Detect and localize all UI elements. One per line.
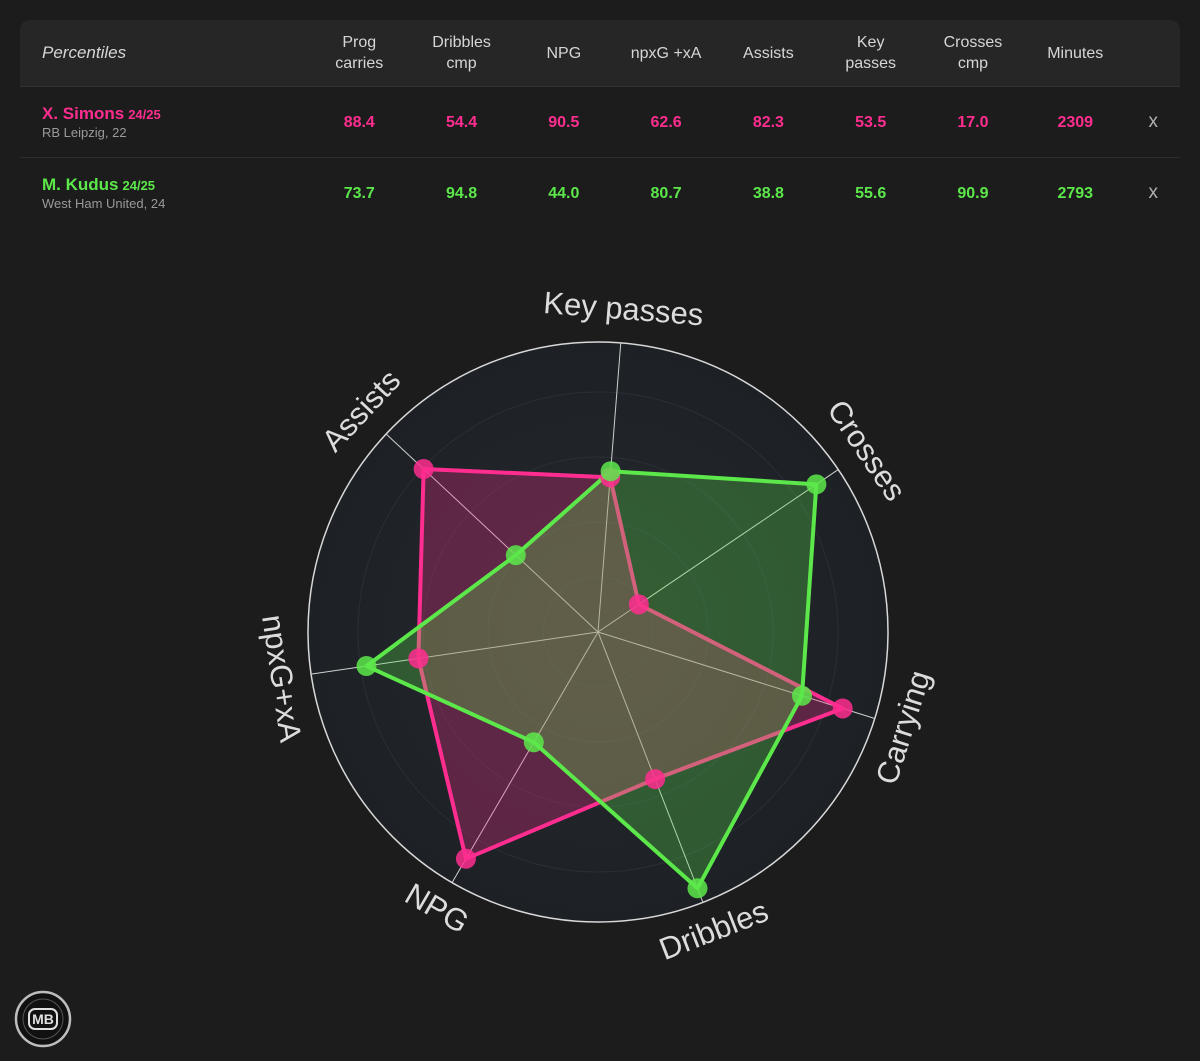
radar-point[interactable]: [505, 545, 526, 566]
radar-point[interactable]: [523, 732, 544, 753]
radar-spoke: [451, 631, 599, 883]
player-name[interactable]: X. Simons: [42, 104, 125, 123]
radar-ring: [357, 391, 839, 873]
radar-point[interactable]: [645, 769, 666, 790]
radar-ring: [422, 456, 774, 808]
radar-point[interactable]: [687, 878, 708, 899]
radar-point[interactable]: [413, 459, 434, 480]
col-header-line1: Dribbles: [432, 34, 491, 51]
stat-value: 94.8: [445, 184, 478, 202]
radar-point[interactable]: [600, 461, 621, 482]
radar-spoke: [597, 342, 622, 633]
stat-value: 90.5: [548, 113, 580, 131]
radar-axis-label: Key passes: [542, 285, 705, 332]
col-header[interactable]: Assists: [717, 43, 819, 64]
radar-series-area: [416, 467, 845, 861]
player-info: X. Simons 24/25 RB Leipzig, 22: [20, 104, 308, 140]
col-header-line1: npxG +xA: [630, 44, 702, 62]
remove-player-button[interactable]: x: [1148, 111, 1158, 132]
col-header-line2: cmp: [446, 55, 477, 72]
stat-value: 38.8: [752, 184, 784, 202]
stat-value: 80.7: [650, 184, 682, 202]
stat-value: 17.0: [957, 113, 989, 131]
radar-point[interactable]: [628, 594, 649, 615]
radar-point[interactable]: [791, 685, 812, 706]
stat-value: 54.4: [445, 113, 478, 131]
col-header-line2: cmp: [957, 55, 989, 72]
col-header-line1: Minutes: [1047, 44, 1104, 62]
radar-point[interactable]: [356, 656, 377, 677]
logo-text: MB: [32, 1011, 54, 1027]
radar-series-area: [364, 469, 819, 891]
player-row-kudus: M. Kudus 24/25 West Ham United, 24 73.7 9…: [20, 158, 1180, 228]
player-row-simons: X. Simons 24/25 RB Leipzig, 22 88.4 54.4 …: [20, 87, 1180, 158]
remove-player-button[interactable]: x: [1148, 182, 1158, 203]
col-header[interactable]: Prog carries: [308, 32, 410, 74]
stat-value: 73.7: [343, 184, 375, 202]
col-header-line1: Assists: [743, 44, 794, 62]
radar-spoke: [597, 631, 875, 719]
radar-points: [356, 459, 853, 899]
radar-point[interactable]: [455, 848, 476, 869]
radar-axis-label: npxG+xA: [255, 612, 308, 744]
radar-point[interactable]: [408, 648, 429, 669]
stat-value: 53.5: [855, 113, 887, 131]
col-header-line1: Prog: [342, 34, 377, 51]
stat-value: 55.6: [855, 184, 887, 202]
player-season: 24/25: [122, 178, 156, 193]
mb-logo: MB: [14, 990, 72, 1048]
col-header[interactable]: Key passes: [820, 32, 922, 74]
header-percentiles: Percentiles: [42, 43, 127, 62]
radar-ring: [487, 521, 709, 743]
radar-chart: Key passesCrossesCarryingDribblesNPGnpxG…: [255, 285, 937, 967]
table-header: Percentiles Prog carries Dribbles cmp NPG …: [20, 20, 1180, 87]
stat-value: 88.4: [343, 113, 375, 131]
stat-value: 2309: [1057, 113, 1094, 131]
player-season: 24/25: [128, 107, 161, 122]
col-header[interactable]: Minutes: [1024, 43, 1126, 64]
player-team: West Ham United, 24: [42, 196, 166, 211]
radar-spoke: [597, 631, 704, 903]
stat-value: 62.6: [650, 113, 682, 131]
col-header[interactable]: NPG: [513, 43, 615, 64]
player-name[interactable]: M. Kudus: [42, 175, 119, 194]
stat-value: 2793: [1057, 184, 1094, 202]
player-info: M. Kudus 24/25 West Ham United, 24: [20, 175, 308, 211]
col-header[interactable]: Crosses cmp: [922, 32, 1024, 74]
col-header-line2: passes: [845, 55, 897, 72]
col-header-line1: Crosses: [943, 34, 1003, 51]
radar-point[interactable]: [806, 474, 827, 495]
col-header-line2: carries: [335, 55, 384, 72]
percentile-table: Percentiles Prog carries Dribbles cmp NPG …: [20, 20, 1180, 228]
col-header-line1: NPG: [546, 44, 582, 62]
col-header[interactable]: npxG +xA: [615, 43, 717, 64]
col-header[interactable]: Dribbles cmp: [410, 32, 512, 74]
col-header-line1: Key: [856, 34, 885, 51]
stat-value: 82.3: [752, 113, 784, 131]
player-team: RB Leipzig, 22: [42, 125, 127, 140]
radar-series: [364, 467, 845, 891]
stat-value: 90.9: [957, 184, 989, 202]
stat-value: 44.0: [548, 184, 580, 202]
radar-spokes: [311, 342, 875, 903]
radar-point[interactable]: [832, 698, 853, 719]
radar-ring: [542, 576, 654, 688]
